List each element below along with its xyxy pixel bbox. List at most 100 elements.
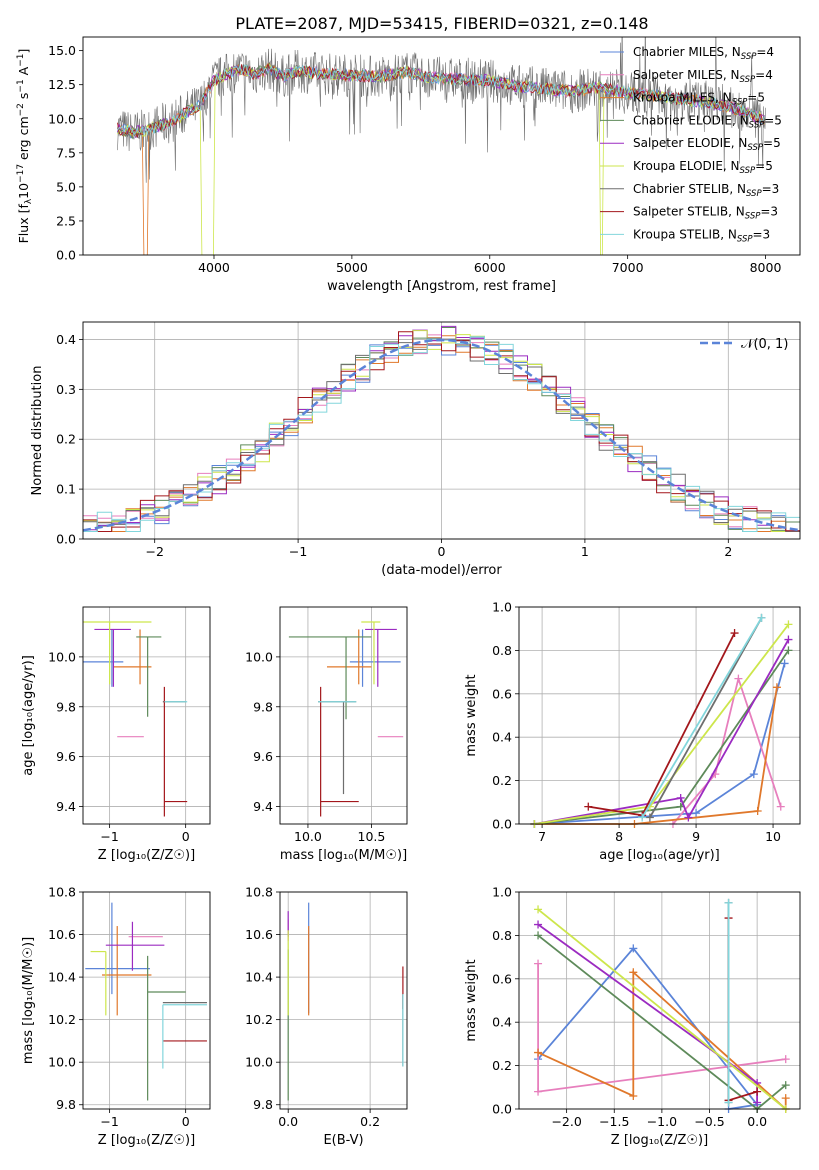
y-tick-label: 0.0 xyxy=(492,1102,512,1117)
y-tick-label: 10.8 xyxy=(48,885,76,900)
series-marker xyxy=(534,1048,543,1057)
legend-text: Salpeter STELIB, N xyxy=(633,205,745,219)
x-tick-label: 10.5 xyxy=(358,829,386,844)
series-marker xyxy=(730,629,739,638)
y-axis-label-part: ] xyxy=(16,49,31,54)
y-tick-label: 0.6 xyxy=(492,686,512,701)
y-tick-label: 9.8 xyxy=(253,699,273,714)
age-vs-Z-panel: −1 0 9.4 9.6 9.8 10.0 Z [log₁₀(Z/Z☉)] age [log₁… xyxy=(21,606,211,863)
legend-entry: Salpeter STELIB, NSSP=3 xyxy=(633,205,778,222)
x-tick-label: 8000 xyxy=(750,260,782,275)
y-axis-label-part: −1 xyxy=(16,54,26,67)
legend-sub: SSP xyxy=(745,212,761,222)
series-marker xyxy=(629,968,638,977)
axes-frame xyxy=(279,606,408,825)
x-axis-label: Z [log₁₀(Z/Z☉)] xyxy=(611,1133,708,1148)
series-marker xyxy=(753,1098,762,1107)
x-tick-label: −1 xyxy=(100,829,118,844)
y-tick-label: 5.0 xyxy=(56,179,76,194)
y-tick-label: 7.5 xyxy=(56,145,76,160)
gaussian-line xyxy=(82,338,801,532)
legend-suffix: =3 xyxy=(760,205,778,219)
x-tick-label: −1 xyxy=(289,544,307,559)
x-tick-label: 8 xyxy=(615,829,623,844)
legend-entry: Salpeter MILES, NSSP=4 xyxy=(633,68,773,85)
spectrum-panel: 4000 5000 6000 7000 8000 0.0 2.5 5.0 7.5 10.0 12.5… xyxy=(16,36,801,294)
y-axis-label-part: −17 xyxy=(16,164,26,183)
x-axis-label: wavelength [Angstrom, rest frame] xyxy=(327,279,556,294)
y-axis-label-part: s xyxy=(16,93,31,104)
series-marker xyxy=(772,683,781,692)
series-marker xyxy=(534,959,543,968)
y-tick-label: 10.0 xyxy=(245,1055,273,1070)
y-axis-label: mass weight xyxy=(464,674,479,756)
legend-sub: SSP xyxy=(746,189,762,199)
legend-entry: 𝒩(0, 1) xyxy=(741,337,788,352)
y-axis-label-part: Flux [f xyxy=(16,204,31,244)
series-marker xyxy=(684,813,693,822)
legend-suffix: =5 xyxy=(764,113,782,127)
y-tick-label: 9.8 xyxy=(56,1097,76,1112)
x-tick-label: −1.5 xyxy=(599,1114,629,1129)
y-tick-label: 0.3 xyxy=(56,382,76,397)
legend-entry: Kroupa ELODIE, NSSP=5 xyxy=(633,159,773,176)
series-marker xyxy=(638,813,647,822)
y-axis-label: mass weight xyxy=(464,959,479,1041)
y-tick-label: 10.0 xyxy=(48,649,76,664)
legend-text: Chabrier STELIB, N xyxy=(633,182,746,196)
y-tick-label: 10.6 xyxy=(245,927,273,942)
y-axis-label: mass [log₁₀(M/M☉)] xyxy=(21,937,36,1064)
series-marker xyxy=(534,905,543,914)
legend-text: Salpeter ELODIE, N xyxy=(633,136,747,150)
x-tick-label: −2 xyxy=(145,544,163,559)
x-tick-label: −1.0 xyxy=(647,1114,677,1129)
series-marker xyxy=(629,1091,638,1100)
x-tick-label: 10 xyxy=(765,829,781,844)
y-tick-label: 1.0 xyxy=(492,885,512,900)
y-tick-label: 1.0 xyxy=(492,600,512,615)
y-tick-label: 0.0 xyxy=(56,248,76,263)
y-tick-label: 0.4 xyxy=(492,730,512,745)
legend-sub: SSP xyxy=(749,120,765,130)
x-tick-label: 4000 xyxy=(198,260,230,275)
panels: 4000 5000 6000 7000 80000.02.55.07.510.012.5… xyxy=(16,36,801,1148)
legend-suffix: =3 xyxy=(762,182,780,196)
y-tick-label: 0.4 xyxy=(56,332,76,347)
series-marker xyxy=(734,674,743,683)
y-tick-label: 2.5 xyxy=(56,213,76,228)
x-tick-label: 0 xyxy=(182,829,190,844)
series-marker xyxy=(781,1081,790,1090)
mass-weight-vs-Z-panel: −2.0 −1.5 −1.0 −0.5 0.0 0.0 0.2 0.4 0.6 0.8 1.0 Z [… xyxy=(464,885,801,1148)
y-tick-label: 10.2 xyxy=(48,1012,76,1027)
figure-title: PLATE=2087, MJD=53415, FIBERID=0321, z=0… xyxy=(235,14,648,33)
series-marker xyxy=(784,646,793,655)
y-tick-label: 0.2 xyxy=(492,773,512,788)
y-tick-label: 0.8 xyxy=(492,643,512,658)
legend-sub: SSP xyxy=(740,166,756,176)
x-tick-label: −0.5 xyxy=(694,1114,724,1129)
histogram-step xyxy=(83,334,800,532)
x-tick-label: 10.0 xyxy=(294,829,322,844)
series-marker xyxy=(781,1055,790,1064)
y-axis-label-part: −2 xyxy=(16,103,26,116)
series-marker xyxy=(757,613,766,622)
x-tick-label: 0 xyxy=(182,1114,190,1129)
spectrum-model-line xyxy=(117,64,765,136)
y-tick-label: 0.2 xyxy=(56,432,76,447)
y-axis-label-part: A xyxy=(16,66,31,79)
series-line xyxy=(641,617,763,818)
legend-suffix: =3 xyxy=(753,227,771,241)
series-marker xyxy=(584,802,593,811)
legend-entry: Kroupa MILES, NSSP=5 xyxy=(633,91,765,108)
y-tick-label: 9.4 xyxy=(56,799,76,814)
x-axis-label: age [log₁₀(age/yr)] xyxy=(599,848,720,863)
legend-suffix: =5 xyxy=(763,136,781,150)
y-tick-label: 10.8 xyxy=(245,885,273,900)
x-tick-label: 0.2 xyxy=(360,1114,380,1129)
legend-sub: SSP xyxy=(732,98,748,108)
x-tick-label: 0 xyxy=(438,544,446,559)
legend-entry: Chabrier MILES, NSSP=4 xyxy=(633,45,774,62)
legend-entry: Chabrier ELODIE, NSSP=5 xyxy=(633,113,782,130)
y-tick-label: 9.6 xyxy=(56,749,76,764)
